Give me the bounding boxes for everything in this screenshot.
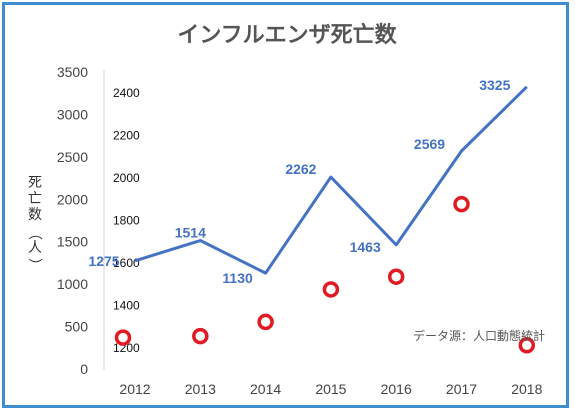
y-tick-label: 3500 (57, 64, 88, 80)
secondary-y-tick-label: 1800 (113, 214, 140, 228)
y-tick-label: 3000 (57, 106, 88, 122)
y-axis-label-char: 亡 (28, 191, 42, 207)
y-tick-label: 0 (80, 361, 88, 377)
data-label: 1275 (88, 253, 119, 269)
chart-frame (2, 2, 569, 408)
y-axis-label-char: ） (26, 258, 42, 272)
x-axis-ticks: 2012 2013 2014 2015 2016 2017 2018 (119, 381, 542, 397)
y-axis-label-char: 死 (28, 175, 42, 191)
x-tick-label: 2016 (381, 381, 412, 397)
y-axis-ticks: 0 500 1000 1500 2000 2500 3000 3500 (57, 64, 88, 377)
secondary-y-tick-label: 2200 (113, 129, 140, 143)
data-label: 1463 (350, 239, 381, 255)
y-tick-label: 2000 (57, 191, 88, 207)
series-marker (453, 195, 470, 213)
x-tick-label: 2017 (446, 381, 477, 397)
x-tick-label: 2013 (185, 381, 216, 397)
chart-title: インフルエンザ死亡数 (177, 22, 397, 48)
x-tick-label: 2015 (315, 381, 346, 397)
y-tick-label: 1500 (57, 234, 88, 250)
series-marker (257, 313, 274, 331)
secondary-y-tick-label: 2000 (113, 171, 140, 185)
secondary-y-tick-label: 1600 (113, 256, 140, 270)
series-line (134, 85, 528, 275)
data-label: 2262 (285, 161, 316, 177)
source-note: データ源：人口動態統計 (413, 328, 545, 343)
secondary-y-tick-label: 2400 (113, 86, 140, 100)
data-label: 3325 (479, 77, 510, 93)
y-tick-label: 1000 (57, 276, 88, 292)
series-lines (134, 85, 528, 275)
y-axis-label-char: 人 (28, 240, 42, 256)
series-marker (518, 336, 536, 354)
series-marker (387, 268, 405, 285)
y-axis-label: 死 亡 数 （ 人 ） (26, 175, 42, 272)
series-markers (114, 195, 536, 354)
series-marker (114, 329, 132, 346)
x-tick-label: 2012 (119, 381, 150, 397)
data-labels: 1275 1514 1130 2262 1463 2569 3325 (88, 77, 510, 286)
y-axis-label-char: （ (26, 226, 42, 240)
y-tick-label: 500 (65, 319, 89, 335)
data-label: 2569 (414, 136, 445, 152)
y-axis-label-char: 数 (28, 207, 42, 223)
series-marker (322, 281, 340, 298)
x-tick-label: 2018 (511, 381, 542, 397)
data-label: 1514 (175, 225, 206, 241)
y-tick-label: 2500 (57, 149, 88, 165)
x-tick-label: 2014 (250, 381, 281, 397)
secondary-y-tick-label: 1400 (113, 298, 140, 312)
series-marker (192, 327, 209, 345)
data-label: 1130 (222, 270, 253, 286)
